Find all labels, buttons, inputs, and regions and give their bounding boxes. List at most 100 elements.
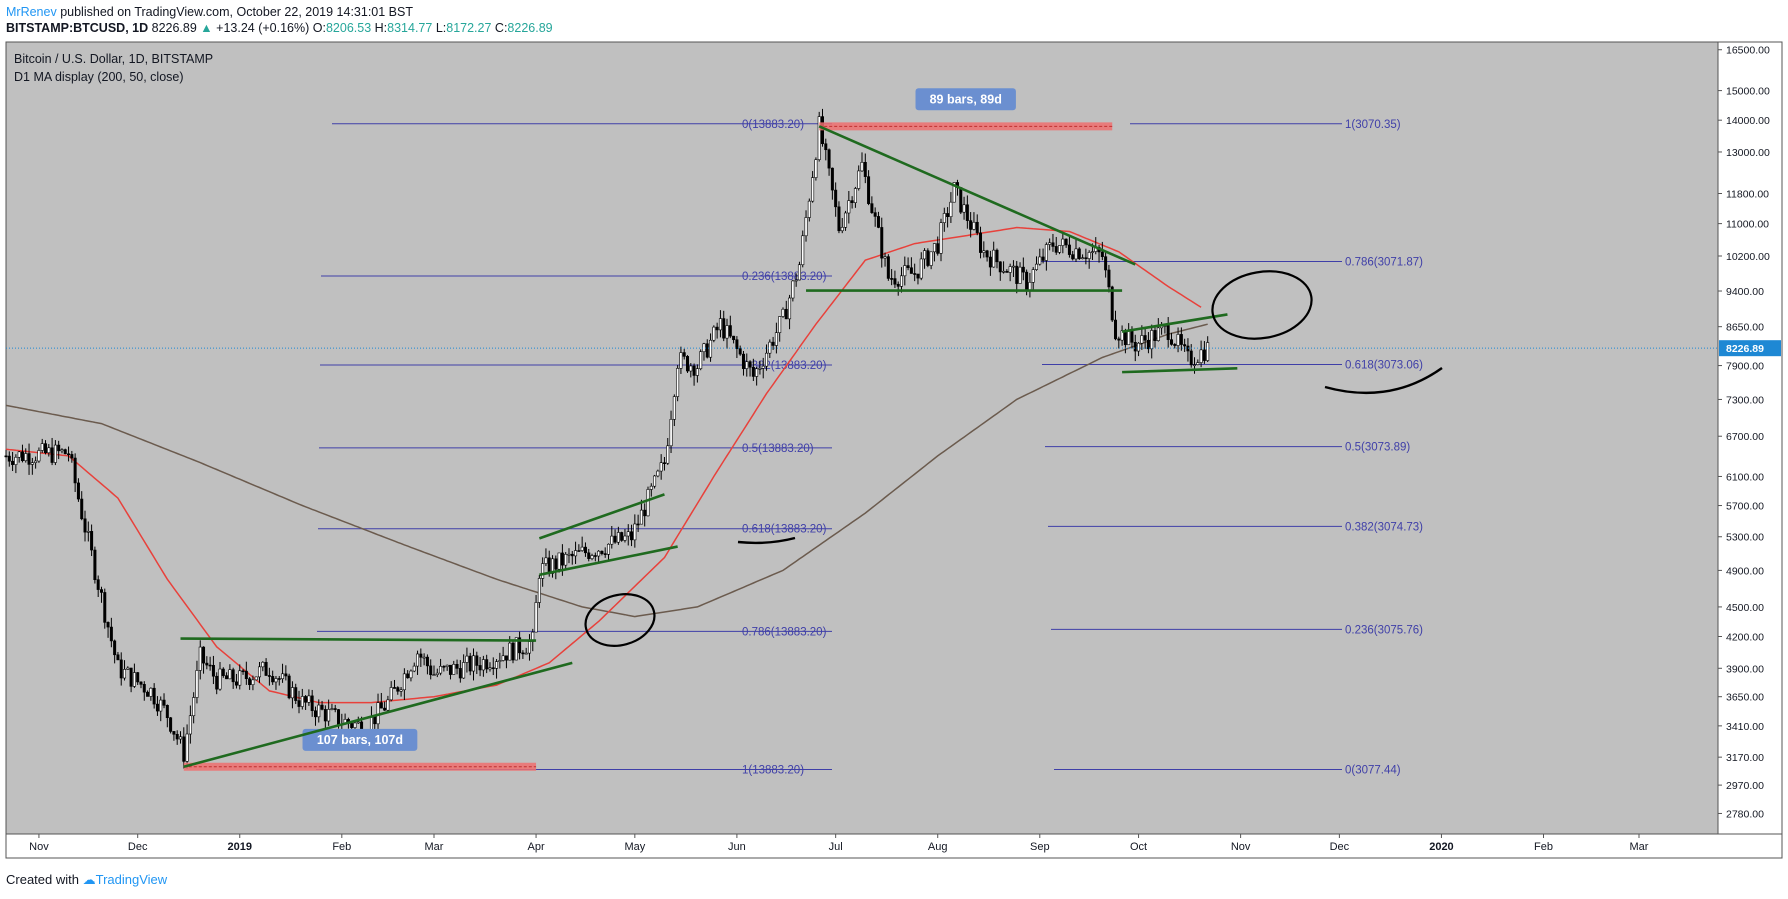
drawn-arc-nov[interactable]: [1324, 367, 1443, 395]
candle-body: [995, 249, 999, 263]
candle-body: [1051, 242, 1055, 247]
drawn-circle-oct[interactable]: [1207, 264, 1317, 346]
fibonacci-levels[interactable]: 0(13883.20)0.236(13883.20)0.382(13883.20…: [316, 119, 1423, 777]
x-tick-label: Nov: [1231, 841, 1251, 853]
tradingview-brand[interactable]: TradingView: [95, 872, 168, 887]
candle-body: [399, 689, 403, 692]
candle-body: [294, 687, 298, 701]
candle-body: [475, 655, 479, 666]
candle-body: [30, 462, 34, 465]
candle-body: [323, 709, 327, 722]
candle-body: [1169, 339, 1173, 345]
candle-body: [649, 485, 653, 490]
close-label: C:: [494, 21, 508, 35]
publish-line: MrRenev published on TradingView.com, Oc…: [6, 4, 553, 20]
candle-body: [1153, 330, 1157, 342]
candle-body: [429, 665, 433, 676]
range-badge: [302, 728, 418, 751]
candle-body: [327, 709, 331, 722]
candle-body: [14, 456, 18, 465]
candle-body: [1011, 265, 1015, 268]
publish-info: published on TradingView.com, October 22…: [60, 5, 413, 19]
candle-body: [307, 695, 311, 703]
y-tick-label: 3410.00: [1726, 721, 1764, 733]
hand-drawings[interactable]: [580, 264, 1443, 653]
candle-body: [208, 664, 212, 667]
candle-body: [771, 341, 775, 346]
candle-body: [1031, 269, 1035, 283]
candle-body: [547, 557, 551, 574]
candle-body: [468, 655, 472, 672]
candle-body: [458, 668, 462, 679]
candle-body: [630, 531, 634, 541]
time-axis[interactable]: [5, 833, 1783, 859]
candle-body: [830, 167, 834, 191]
candle-body: [485, 659, 489, 670]
candle-body: [590, 555, 594, 559]
candle-body: [1034, 263, 1038, 270]
author-link[interactable]: MrRenev: [6, 5, 57, 19]
candle-body: [277, 678, 281, 680]
open-value: 8206.53: [325, 21, 372, 35]
candle-body: [979, 232, 983, 253]
candle-body: [623, 535, 627, 541]
x-tick-label: Jun: [728, 841, 746, 853]
candle-body: [1127, 329, 1131, 346]
candle-body: [67, 453, 71, 456]
candle-body: [188, 715, 192, 735]
candle-body: [261, 661, 265, 668]
candle-body: [495, 661, 499, 669]
x-axis-ticks: Nov Dec 2019 Feb Mar Apr May Jun Jul Aug Sep Oct Nov…: [29, 834, 1649, 853]
candle-body: [76, 482, 80, 500]
candle-body: [564, 553, 568, 566]
y-tick-label: 3650.00: [1726, 692, 1764, 704]
candle-body: [876, 216, 880, 228]
candle-body: [840, 226, 844, 232]
candle-body: [425, 656, 429, 667]
candle-body: [969, 220, 973, 230]
candle-body: [406, 673, 410, 679]
candle-body: [814, 159, 818, 178]
trend-lines[interactable]: [180, 125, 1238, 768]
candle-body: [600, 550, 604, 554]
candle-body: [1064, 238, 1068, 246]
candle-body: [1150, 330, 1154, 350]
y-tick-label: 15000.00: [1726, 86, 1770, 98]
candle-body: [284, 673, 288, 677]
x-tick-label: Jul: [829, 841, 843, 853]
candle-body: [221, 668, 225, 676]
candle-body: [146, 691, 150, 697]
drawn-circle-apr[interactable]: [580, 587, 661, 653]
fib-label-right: 0.382(3074.73): [1345, 521, 1423, 533]
candle-body: [709, 339, 713, 358]
candle-body: [824, 143, 828, 151]
candle-body: [195, 670, 199, 698]
candle-body: [63, 449, 67, 455]
date-range-markers[interactable]: 107 bars, 107d 89 bars, 89d: [183, 88, 1113, 771]
y-tick-label: 6100.00: [1726, 471, 1764, 483]
y-tick-label: 6700.00: [1726, 431, 1764, 443]
candle-body: [1183, 344, 1187, 347]
ma200-layer: [5, 323, 1208, 618]
candle-body: [527, 641, 531, 654]
candle-body: [47, 447, 51, 454]
candle-body: [409, 670, 413, 679]
candle-body: [715, 326, 719, 331]
drawn-arc-may[interactable]: [737, 536, 796, 545]
close-value: 8226.89: [507, 21, 553, 35]
up-arrow-icon: ▲: [200, 21, 213, 35]
ma50-line: [5, 226, 1202, 704]
candle-body: [936, 243, 940, 254]
tradingview-logo-icon[interactable]: ☁: [82, 872, 96, 887]
candle-body: [827, 149, 831, 169]
candles: [4, 108, 1210, 769]
price-chart[interactable]: Bitcoin / U.S. Dollar, 1D, BITSTAMP D1 M…: [0, 0, 1788, 870]
candle-body: [27, 453, 31, 465]
open-label: O:: [312, 21, 326, 35]
candle-body: [317, 704, 321, 718]
range-badge-label: 107 bars, 107d: [317, 733, 403, 747]
candle-body: [834, 189, 838, 208]
plot-area[interactable]: [5, 41, 1719, 835]
candle-body: [1107, 269, 1111, 288]
candle-body: [330, 708, 334, 710]
